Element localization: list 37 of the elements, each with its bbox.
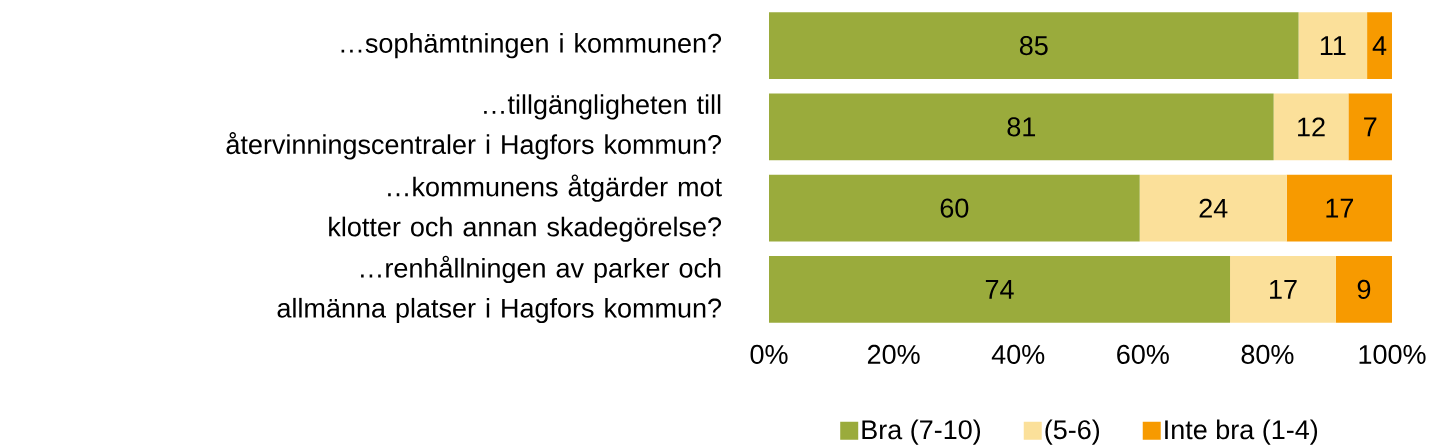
y-tick-label: …sophämtningen i kommunen? xyxy=(341,33,722,59)
x-tick-label: 60% xyxy=(1117,344,1169,364)
data-label: 17 xyxy=(1326,198,1354,218)
bar xyxy=(1348,93,1393,161)
bar xyxy=(1335,256,1393,323)
y-tick-label: …tillgängligheten till återvinningscentraler i Hagfors kommun? xyxy=(226,94,722,160)
bar xyxy=(769,12,1299,79)
bar xyxy=(1230,256,1336,323)
bar xyxy=(769,93,1274,161)
bar xyxy=(1139,174,1287,242)
bar xyxy=(769,174,1140,242)
legend-label: Inte bra (1-4) xyxy=(1165,419,1318,445)
legend-label: (5-6) xyxy=(1045,419,1100,445)
data-label: 74 xyxy=(985,280,1014,299)
data-label: 12 xyxy=(1298,117,1325,137)
data-label: 81 xyxy=(1007,117,1036,137)
bar xyxy=(1273,93,1349,161)
x-tick-label: 100% xyxy=(1359,344,1426,364)
data-label: 24 xyxy=(1199,198,1228,218)
bar xyxy=(1298,12,1368,79)
data-label: 11 xyxy=(1320,36,1346,55)
data-label: 7 xyxy=(1364,117,1377,137)
x-tick-label: 20% xyxy=(867,344,920,364)
x-tick-label: 80% xyxy=(1241,344,1294,364)
x-tick-label: 0% xyxy=(750,344,788,364)
data-label: 9 xyxy=(1357,279,1371,299)
data-label: 4 xyxy=(1372,36,1387,55)
data-label: 85 xyxy=(1019,36,1048,56)
data-label: 17 xyxy=(1270,280,1297,299)
bar xyxy=(1286,174,1393,242)
x-tick-label: 40% xyxy=(991,344,1045,364)
y-tick-label: …renhållningen av parker och allmänna platser i Hagfors kommun? xyxy=(277,255,722,324)
bar xyxy=(1367,12,1393,79)
data-label: 60 xyxy=(940,198,969,218)
y-tick-label: …kommunens åtgärder mot klotter och annan skadegörelse? xyxy=(329,174,722,242)
bar xyxy=(769,256,1231,323)
legend-label: Bra (7-10) xyxy=(862,419,981,445)
